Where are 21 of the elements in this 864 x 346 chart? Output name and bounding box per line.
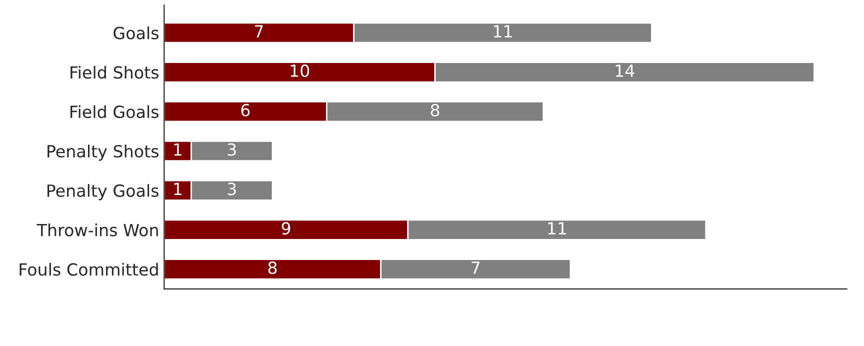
data-label: 10 [290,64,310,78]
data-label: 1 [174,182,182,195]
data-label: 11 [548,222,566,234]
y-tick-label: Throw-ins Won [36,223,158,236]
data-label: 1 [174,143,182,156]
data-label: 8 [430,104,440,116]
data-label: 7 [472,262,480,274]
y-tick-label: Field Goals [70,105,158,118]
data-label: 8 [268,261,277,274]
data-label: 6 [241,104,250,116]
y-tick-label: Penalty Shots [48,144,158,161]
data-label: 3 [228,143,236,156]
data-label: 9 [282,222,290,235]
y-tick-label: Goals [114,26,158,40]
y-tick-label: Field Shots [70,66,158,79]
y-tick-label: Fouls Committed [20,262,158,276]
data-label: 14 [616,64,634,77]
data-label: 11 [494,25,512,38]
y-tick-label: Penalty Goals [47,184,158,200]
data-label: 7 [255,25,263,38]
data-label: 3 [228,182,236,196]
